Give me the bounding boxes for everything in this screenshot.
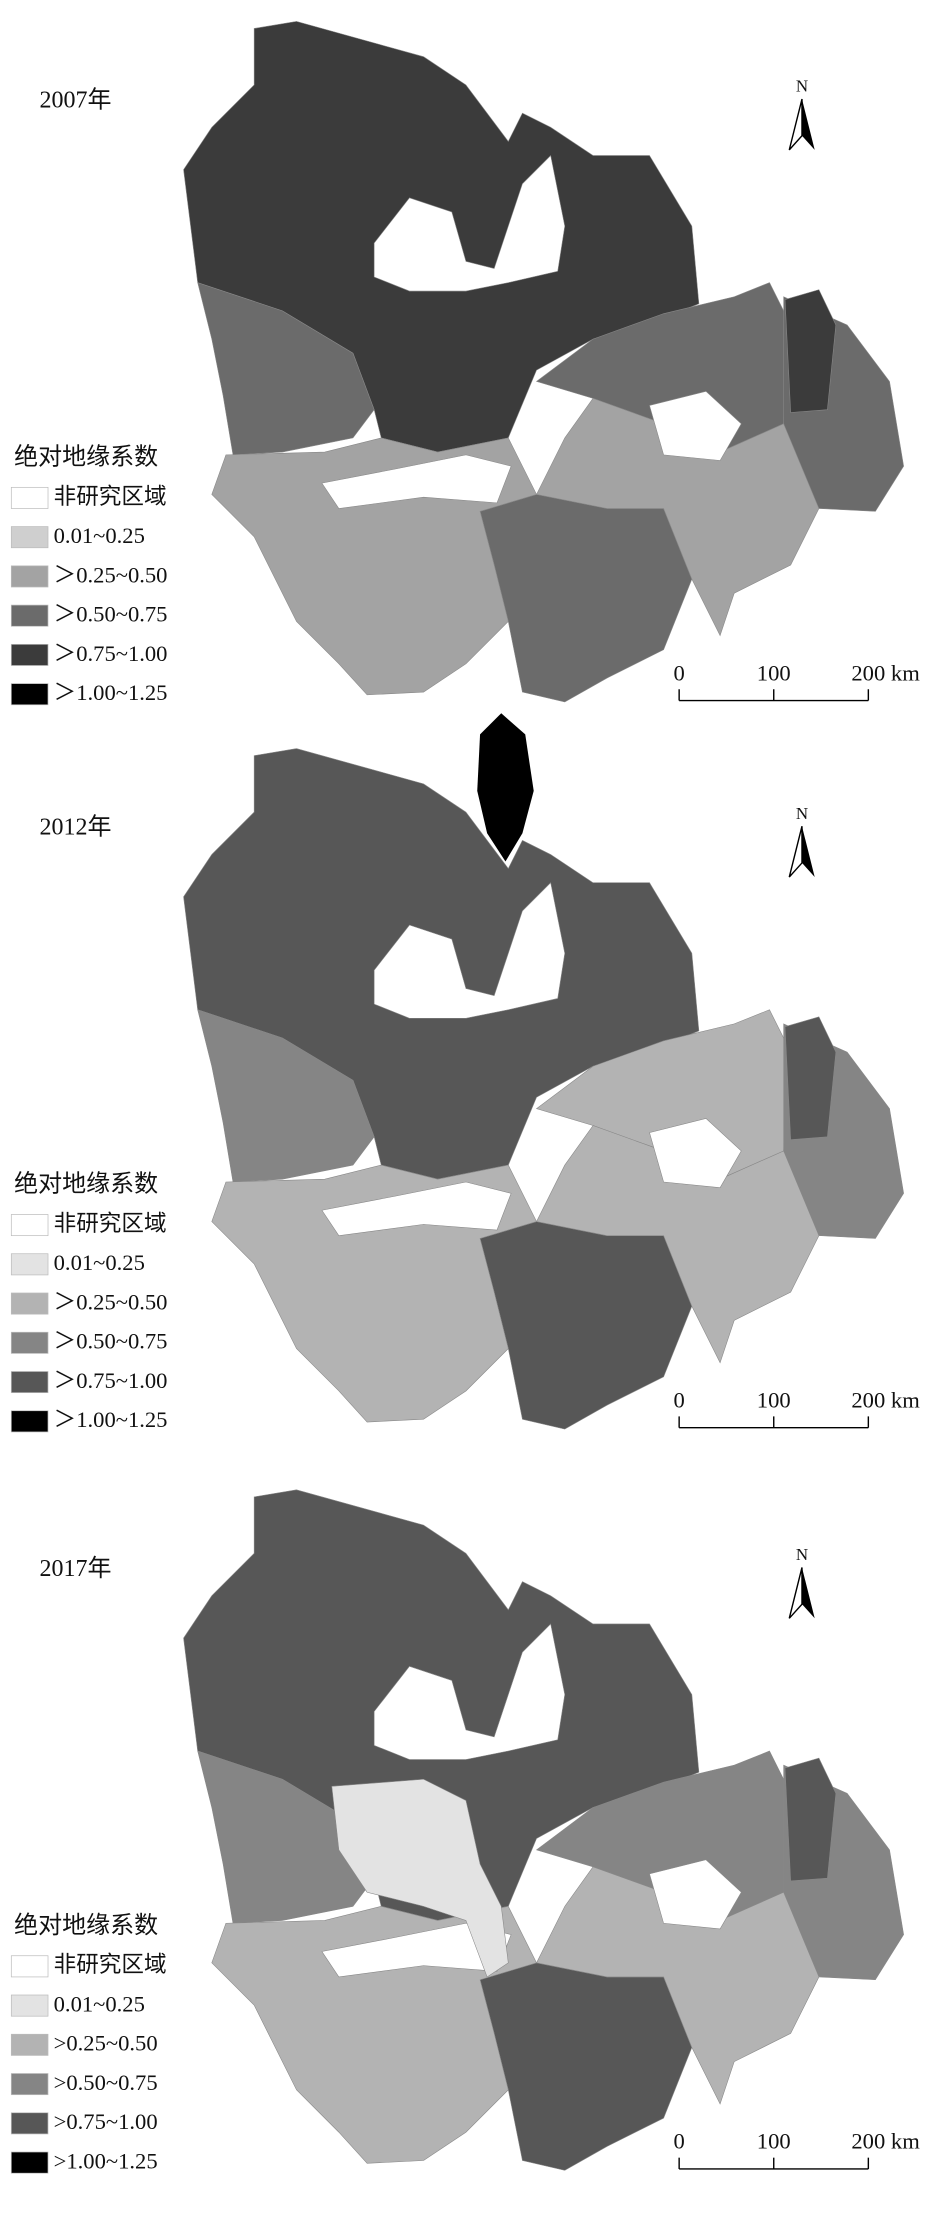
legend-label: ＞0.25~0.50	[54, 1289, 168, 1314]
region	[331, 1778, 509, 1978]
legend-swatch	[10, 1371, 49, 1394]
panel-year: 2007年	[40, 86, 112, 113]
legend-label: >0.25~0.50	[54, 2031, 158, 2056]
legend-label: ＞1.00~1.25	[54, 1407, 168, 1432]
legend-swatch	[10, 683, 49, 706]
legend-label: ＞0.75~1.00	[54, 641, 168, 666]
region	[784, 289, 837, 413]
north-label: N	[796, 77, 808, 96]
legend-swatch	[10, 2112, 49, 2135]
non-study-area	[373, 882, 566, 1019]
legend-label: >0.75~1.00	[54, 2109, 158, 2134]
non-study-area	[321, 1181, 512, 1236]
region	[479, 1962, 693, 2171]
legend-label: 非研究区域	[54, 1952, 167, 1977]
region	[197, 1750, 375, 1924]
north-arrow	[788, 826, 803, 878]
legend-label: >1.00~1.25	[54, 2148, 158, 2173]
scale-label: 100	[757, 1387, 791, 1412]
scale-label: 200 km	[851, 2129, 920, 2154]
legend-label: ＞0.50~0.75	[54, 602, 168, 627]
non-study-area	[321, 454, 512, 509]
scale-label: 0	[673, 1387, 684, 1412]
region	[479, 1221, 693, 1430]
scale-label: 0	[673, 2129, 684, 2154]
legend-title: 绝对地缘系数	[14, 1912, 158, 1939]
north-arrow	[788, 1567, 803, 1619]
north-label: N	[796, 804, 808, 823]
legend-swatch	[10, 1955, 49, 1978]
north-arrow	[801, 826, 815, 878]
legend-swatch	[10, 604, 49, 627]
north-arrow	[801, 99, 815, 150]
region	[536, 1866, 820, 2105]
non-study-area	[373, 154, 566, 292]
legend-swatch	[10, 1410, 49, 1433]
region	[197, 282, 375, 456]
legend-swatch	[10, 1994, 49, 2017]
legend-label: ＞0.25~0.50	[54, 562, 168, 587]
legend-swatch	[10, 486, 49, 509]
scale-label: 100	[757, 2129, 791, 2154]
region	[211, 1906, 537, 2164]
legend-label: 0.01~0.25	[54, 1250, 145, 1275]
north-arrow	[801, 1567, 815, 1619]
legend-label: ＞1.00~1.25	[54, 680, 168, 705]
legend-label: 0.01~0.25	[54, 1991, 145, 2016]
non-study-area	[649, 1859, 742, 1930]
legend-swatch	[10, 2151, 49, 2174]
legend-label: 非研究区域	[54, 1211, 167, 1236]
non-study-area	[649, 1118, 742, 1188]
legend-title: 绝对地缘系数	[14, 1171, 158, 1198]
legend-swatch	[10, 565, 49, 588]
legend-swatch	[10, 1292, 49, 1315]
legend-swatch	[10, 2073, 49, 2096]
non-study-area	[649, 391, 742, 461]
scale-label: 0	[673, 660, 684, 685]
legend-swatch	[10, 643, 49, 666]
legend-swatch	[10, 1331, 49, 1354]
legend-label: 0.01~0.25	[54, 523, 145, 548]
region	[784, 1757, 837, 1882]
scale-label: 200 km	[851, 660, 920, 685]
region	[784, 1016, 837, 1140]
region	[211, 437, 537, 696]
panel-year: 2017年	[40, 1555, 112, 1582]
region	[197, 1009, 375, 1183]
north-label: N	[796, 1545, 808, 1564]
legend-swatch	[10, 2033, 49, 2056]
legend-swatch	[10, 1214, 49, 1237]
region	[536, 398, 820, 637]
legend-label: ＞0.50~0.75	[54, 1329, 168, 1354]
legend-label: >0.50~0.75	[54, 2070, 158, 2095]
north-arrow	[788, 98, 803, 151]
non-study-area	[373, 1623, 566, 1760]
region	[211, 1164, 537, 1423]
legend-title: 绝对地缘系数	[14, 444, 158, 471]
panel-year: 2012年	[40, 814, 112, 841]
scale-label: 100	[757, 660, 791, 685]
legend-label: 非研究区域	[54, 484, 167, 509]
legend-swatch	[10, 526, 49, 549]
scale-label: 200 km	[851, 1387, 920, 1412]
region	[536, 1125, 820, 1364]
region	[477, 713, 534, 862]
legend-swatch	[10, 1253, 49, 1276]
legend-label: ＞0.75~1.00	[54, 1368, 168, 1393]
region	[479, 494, 693, 703]
